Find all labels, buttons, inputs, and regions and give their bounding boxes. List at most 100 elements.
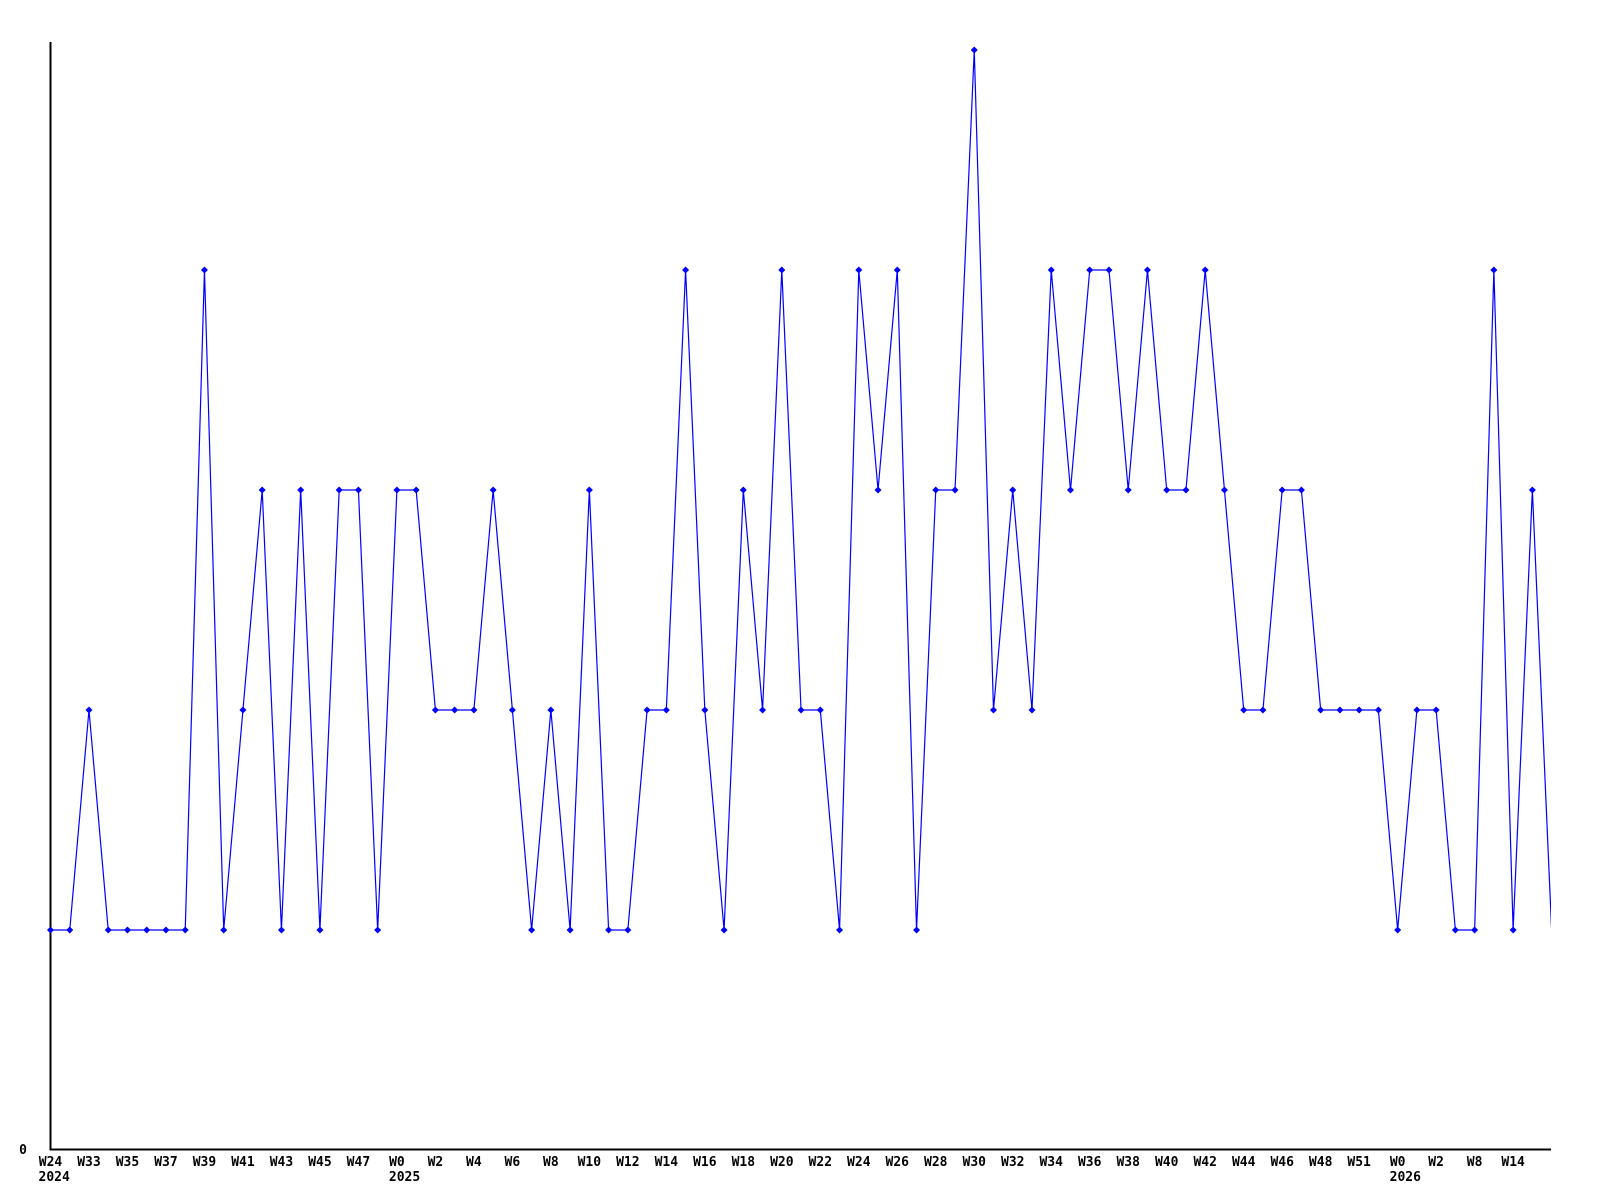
- x-tick-label: W46: [1270, 1155, 1294, 1170]
- x-tick-label: W38: [1116, 1155, 1140, 1170]
- data-point-marker: [913, 926, 921, 934]
- data-point-marker: [797, 706, 805, 714]
- x-tick-label: W18: [732, 1155, 756, 1170]
- data-point-marker: [470, 706, 478, 714]
- data-point-marker: [489, 486, 497, 494]
- data-point-marker: [643, 706, 651, 714]
- data-point-marker: [1086, 266, 1094, 274]
- data-point-marker: [624, 926, 632, 934]
- data-point-marker: [528, 926, 536, 934]
- data-point-marker: [162, 926, 170, 934]
- x-tick-label: W34: [1039, 1155, 1063, 1170]
- data-point-marker: [951, 486, 959, 494]
- data-point-marker: [123, 926, 131, 934]
- data-point-marker: [932, 486, 940, 494]
- plot-line: [50, 49, 1551, 931]
- x-tick-label: W35: [116, 1155, 139, 1170]
- x-tick-label: W32: [1001, 1155, 1024, 1170]
- x-tick-label: W36: [1078, 1155, 1102, 1170]
- data-point-marker: [547, 706, 555, 714]
- data-point-marker: [1528, 486, 1536, 494]
- x-tick-label: W22: [809, 1155, 832, 1170]
- x-tick-label: W43: [270, 1155, 293, 1170]
- x-tick-label: W28: [924, 1155, 948, 1170]
- data-point-marker: [1278, 486, 1286, 494]
- data-point-marker: [258, 486, 266, 494]
- data-point-marker: [893, 266, 901, 274]
- x-tick-label: W47: [347, 1155, 370, 1170]
- data-point-marker: [874, 486, 882, 494]
- data-point-marker: [1451, 926, 1459, 934]
- data-point-marker: [1336, 706, 1344, 714]
- data-point-marker: [354, 486, 362, 494]
- data-point-marker: [1413, 706, 1421, 714]
- x-tick-label: W41: [231, 1155, 255, 1170]
- data-point-marker: [451, 706, 459, 714]
- data-point-marker: [220, 926, 228, 934]
- data-point-marker: [277, 926, 285, 934]
- data-point-marker: [1490, 266, 1498, 274]
- data-point-marker: [143, 926, 151, 934]
- x-tick-label: W40: [1155, 1155, 1179, 1170]
- data-point-marker: [701, 706, 709, 714]
- x-tick-label: W10: [578, 1155, 602, 1170]
- data-point-marker: [836, 926, 844, 934]
- data-point-marker: [989, 706, 998, 714]
- series-weekly-activity: [46, 46, 1551, 934]
- data-point-marker: [1374, 706, 1382, 714]
- data-point-marker: [682, 266, 690, 274]
- x-tick-label: W2: [428, 1155, 444, 1170]
- data-point-marker: [970, 46, 978, 54]
- data-point-marker: [1143, 266, 1151, 274]
- data-point-marker: [1471, 926, 1479, 934]
- data-point-marker: [778, 266, 786, 274]
- data-point-marker: [1047, 266, 1055, 274]
- data-point-marker: [200, 266, 208, 274]
- x-tick-label: W44: [1232, 1155, 1256, 1170]
- data-point-marker: [508, 706, 516, 714]
- data-point-marker: [335, 486, 343, 494]
- x-year-label: 2025: [389, 1170, 420, 1185]
- x-tick-label: W14: [655, 1155, 679, 1170]
- data-point-marker: [104, 926, 112, 934]
- data-point-marker: [855, 266, 863, 274]
- x-tick-label: W8: [543, 1155, 559, 1170]
- data-point-marker: [1297, 486, 1305, 494]
- data-point-marker: [605, 926, 613, 934]
- data-point-marker: [1432, 706, 1440, 714]
- data-point-marker: [759, 706, 767, 714]
- data-point-marker: [739, 486, 747, 494]
- x-tick-label: W0: [1390, 1155, 1406, 1170]
- x-tick-label: W12: [616, 1155, 639, 1170]
- data-point-marker: [1355, 706, 1363, 714]
- data-point-marker: [1394, 926, 1402, 934]
- x-tick-label: W51: [1347, 1155, 1371, 1170]
- x-tick-label: W37: [154, 1155, 177, 1170]
- data-point-marker: [393, 486, 401, 494]
- x-tick-label: W26: [886, 1155, 910, 1170]
- x-tick-label: W16: [693, 1155, 717, 1170]
- data-point-marker: [662, 706, 670, 714]
- x-tick-label: W4: [466, 1155, 482, 1170]
- data-point-marker: [1201, 266, 1209, 274]
- data-point-marker: [1259, 706, 1267, 714]
- x-tick-label: W2: [1428, 1155, 1444, 1170]
- data-point-marker: [1240, 706, 1248, 714]
- x-tick-label: W8: [1467, 1155, 1483, 1170]
- x-tick-label: W0: [389, 1155, 405, 1170]
- data-point-marker: [1009, 486, 1017, 494]
- data-point-marker: [566, 926, 574, 934]
- data-point-marker: [431, 706, 439, 714]
- x-tick-label: W30: [963, 1155, 987, 1170]
- data-point-marker: [374, 926, 382, 934]
- data-point-marker: [816, 706, 824, 714]
- data-point-marker: [1105, 266, 1113, 274]
- data-point-marker: [720, 926, 728, 934]
- data-point-marker: [85, 706, 93, 714]
- data-point-marker: [316, 926, 324, 934]
- data-point-marker: [297, 486, 305, 494]
- x-tick-label: W6: [505, 1155, 521, 1170]
- data-point-marker: [585, 486, 593, 494]
- data-point-marker: [1028, 706, 1036, 714]
